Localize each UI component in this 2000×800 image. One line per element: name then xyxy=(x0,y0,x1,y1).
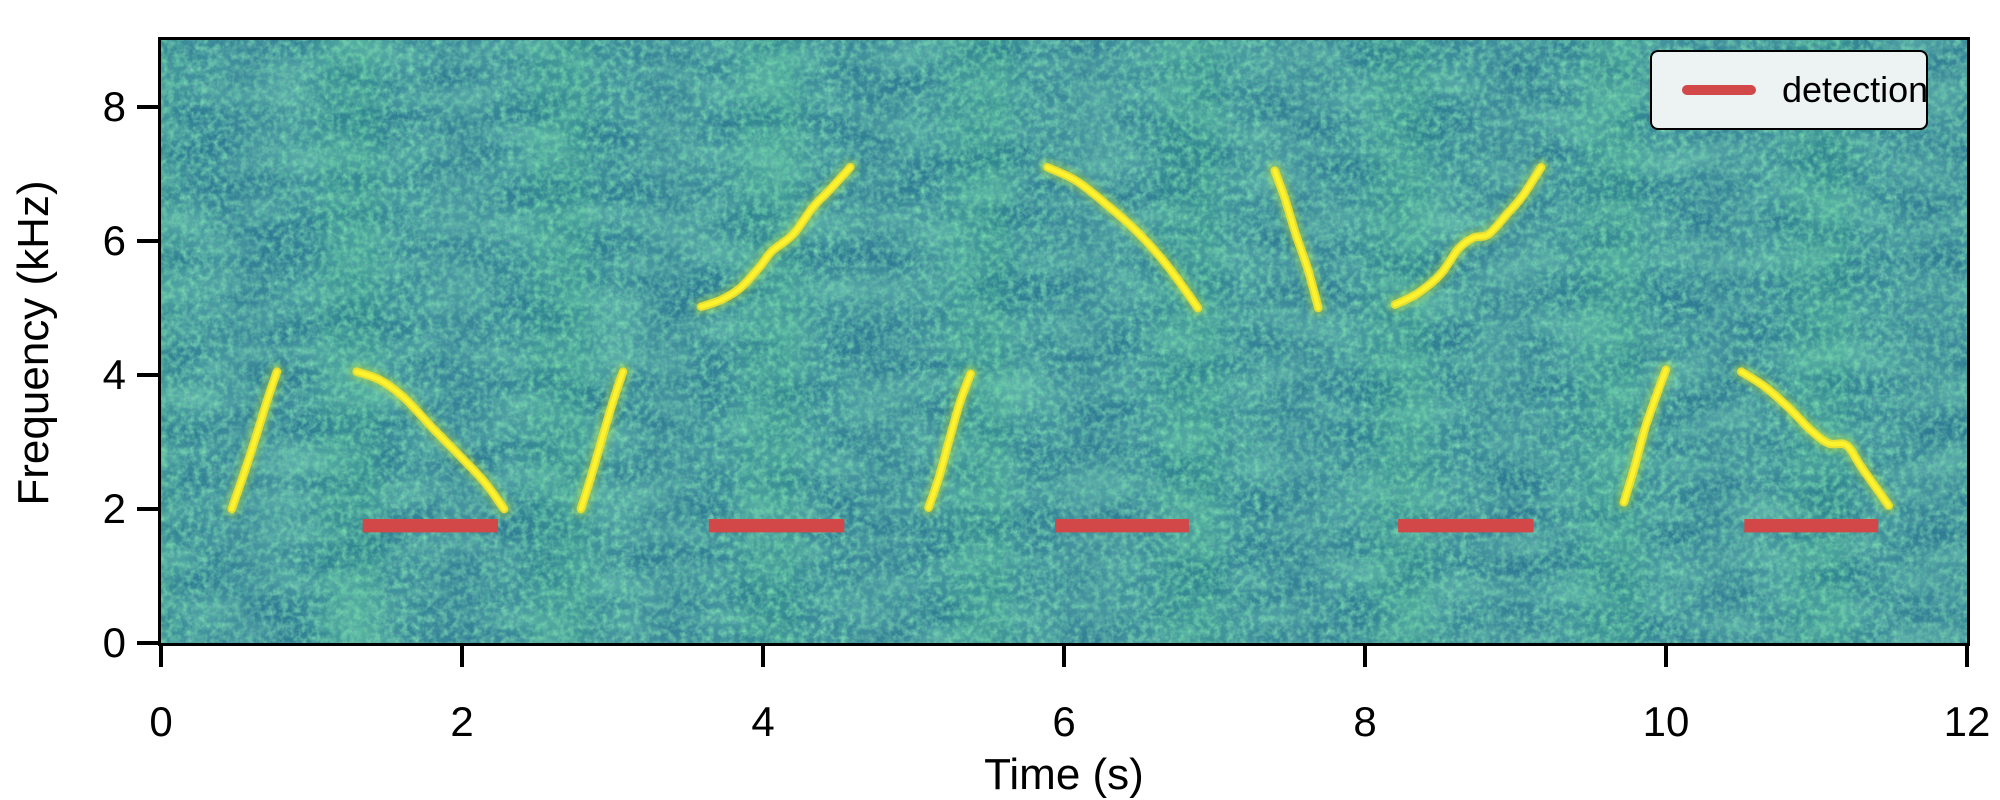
y-axis-tick xyxy=(137,105,161,109)
x-axis-tick xyxy=(460,643,464,667)
y-axis-tick-label: 8 xyxy=(102,83,126,130)
detection-bars-group xyxy=(362,519,1879,533)
x-axis-tick xyxy=(1363,643,1367,667)
spectrogram-vertical-banding xyxy=(161,40,1967,643)
whistle-contour xyxy=(578,369,626,512)
whistle-contour xyxy=(926,371,973,510)
x-axis-tick xyxy=(1965,643,1969,667)
x-axis-tick-label: 6 xyxy=(1052,698,1076,745)
whistle-contours-group xyxy=(224,159,1897,517)
x-axis-tick-label: 2 xyxy=(450,698,474,745)
whistle-contour xyxy=(699,165,853,309)
x-axis-tick-label: 0 xyxy=(149,698,173,745)
y-axis-tick-label: 6 xyxy=(102,217,126,264)
detection-bar xyxy=(1744,519,1879,533)
detection-bar xyxy=(1055,519,1189,533)
legend-label: detection xyxy=(1782,69,1929,110)
x-axis-tick xyxy=(1664,643,1668,667)
whistle-contour xyxy=(1621,367,1669,505)
detection-bar xyxy=(1398,519,1534,533)
spectrogram-canvas xyxy=(161,40,1967,643)
detection-bar xyxy=(708,519,845,533)
legend: detection xyxy=(1650,50,1928,130)
plot-area: detection xyxy=(158,37,1970,646)
whistle-contour xyxy=(1392,165,1544,307)
x-axis-tick xyxy=(761,643,765,667)
y-axis-tick-label: 4 xyxy=(102,351,126,398)
y-axis-tick xyxy=(137,641,161,645)
y-axis-tick xyxy=(137,373,161,377)
legend-line-swatch xyxy=(1682,85,1756,95)
x-axis-tick-label: 12 xyxy=(1943,698,1991,745)
y-axis-label: Frequency (kHz) xyxy=(9,180,58,506)
whistle-contour xyxy=(354,369,507,512)
x-axis-label: Time (s) xyxy=(984,750,1144,799)
x-axis-tick xyxy=(159,643,163,667)
whistle-contour xyxy=(1739,369,1891,508)
x-axis-tick xyxy=(1062,643,1066,667)
y-axis-tick xyxy=(137,239,161,243)
y-axis-tick-label: 2 xyxy=(102,485,126,532)
y-axis-tick xyxy=(137,507,161,511)
whistle-contour xyxy=(229,369,280,512)
whistle-contour xyxy=(1045,165,1201,311)
x-axis-tick-label: 4 xyxy=(751,698,775,745)
x-axis-tick-label: 10 xyxy=(1642,698,1690,745)
whistle-contour xyxy=(1272,168,1321,311)
y-axis-tick-label: 0 xyxy=(102,619,126,666)
x-axis-tick-label: 8 xyxy=(1353,698,1377,745)
detection-bar xyxy=(362,519,499,533)
